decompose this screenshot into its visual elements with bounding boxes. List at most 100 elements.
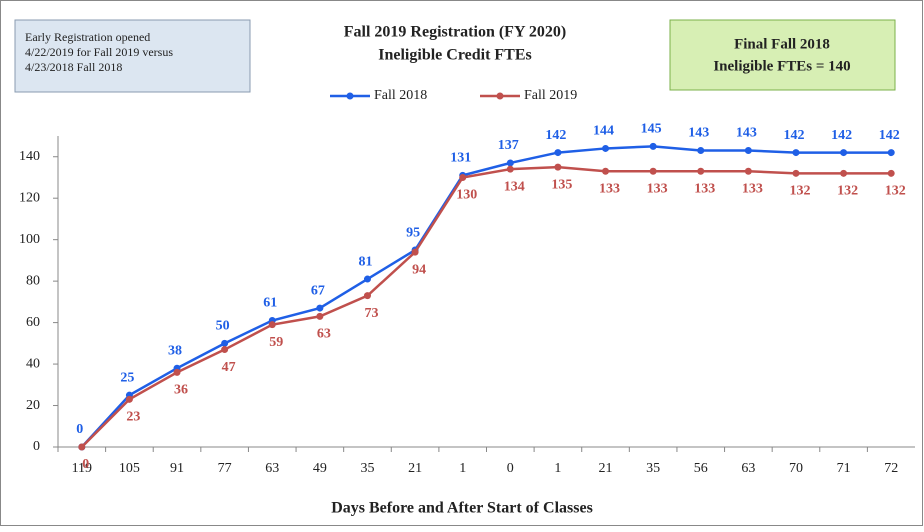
data-label: 143 — [688, 126, 709, 141]
point — [268, 321, 276, 329]
y-tick-label: 140 — [19, 149, 40, 164]
annotation-box — [669, 19, 896, 91]
x-axis-title: Days Before and After Start of Classes — [331, 500, 593, 517]
annotation-box — [14, 19, 251, 93]
data-label: 134 — [504, 179, 525, 194]
data-label: 81 — [358, 254, 372, 269]
data-label: 142 — [545, 128, 566, 143]
data-label: 73 — [364, 306, 378, 321]
x-tick-label: 77 — [218, 461, 232, 476]
chart-title: Ineligible Credit FTEs — [378, 47, 532, 64]
series-line — [80, 165, 892, 448]
y-tick-label: 80 — [26, 273, 40, 288]
point — [649, 142, 657, 150]
data-label: 63 — [317, 327, 331, 342]
point — [697, 167, 705, 175]
x-tick-label: 56 — [694, 461, 708, 476]
data-label: 135 — [551, 177, 572, 192]
data-label: 38 — [168, 343, 182, 358]
data-label: 25 — [120, 370, 134, 385]
point — [459, 173, 467, 181]
data-label: 59 — [269, 335, 283, 350]
data-label: 132 — [885, 184, 906, 199]
x-tick-label: 0 — [507, 461, 514, 476]
annotation: Final Fall 2018 — [734, 36, 830, 52]
x-tick-label: 21 — [408, 461, 422, 476]
data-label: 131 — [450, 151, 471, 166]
x-tick-label: 119 — [72, 461, 92, 476]
x-tick-label: 49 — [313, 461, 327, 476]
x-tick-label: 70 — [789, 461, 803, 476]
annotation: Early Registration opened — [25, 30, 150, 44]
point — [363, 275, 371, 283]
legend-marker — [346, 92, 354, 100]
x-tick-label: 35 — [360, 461, 374, 476]
chart-title: Fall 2019 Registration (FY 2020) — [344, 24, 566, 41]
data-label: 95 — [406, 225, 420, 240]
point — [554, 149, 562, 157]
data-label: 142 — [783, 128, 804, 143]
annotation: Ineligible FTEs = 140 — [713, 58, 850, 74]
point — [221, 346, 229, 354]
data-label: 0 — [76, 422, 83, 437]
point — [506, 159, 514, 167]
y-tick-label: 60 — [26, 315, 40, 330]
point — [840, 149, 848, 157]
annotation: 4/23/2018 Fall 2018 — [25, 60, 122, 74]
point — [792, 149, 800, 157]
data-label: 133 — [742, 181, 763, 196]
point — [697, 147, 705, 155]
x-tick-label: 35 — [646, 461, 660, 476]
point — [840, 169, 848, 177]
data-label: 50 — [216, 319, 230, 334]
data-label: 132 — [789, 184, 810, 199]
y-tick-label: 40 — [26, 356, 40, 371]
point — [363, 292, 371, 300]
y-tick-label: 20 — [26, 398, 40, 413]
point — [173, 368, 181, 376]
annotation: 4/22/2019 for Fall 2019 versus — [25, 45, 173, 59]
data-label: 67 — [311, 283, 325, 298]
point — [887, 169, 895, 177]
point — [602, 144, 610, 152]
data-label: 142 — [831, 128, 852, 143]
data-label: 133 — [694, 181, 715, 196]
data-label: 143 — [736, 126, 757, 141]
data-label: 132 — [837, 184, 858, 199]
x-tick-label: 63 — [741, 461, 755, 476]
data-label: 142 — [879, 128, 900, 143]
data-label: 36 — [174, 383, 188, 398]
point — [78, 443, 86, 451]
data-label: 94 — [412, 262, 426, 277]
point — [602, 167, 610, 175]
point — [506, 165, 514, 173]
data-label: 0 — [82, 457, 89, 472]
data-label: 145 — [641, 122, 662, 137]
x-tick-label: 1 — [459, 461, 466, 476]
x-tick-label: 63 — [265, 461, 279, 476]
data-label: 137 — [498, 138, 519, 153]
point — [554, 163, 562, 171]
data-label: 133 — [599, 181, 620, 196]
x-tick-label: 21 — [599, 461, 613, 476]
point — [744, 167, 752, 175]
point — [316, 312, 324, 320]
point — [887, 149, 895, 157]
data-label: 47 — [222, 360, 236, 375]
point — [411, 248, 419, 256]
legend-label: Fall 2018 — [374, 88, 427, 103]
data-label: 61 — [263, 296, 277, 311]
point — [744, 147, 752, 155]
x-tick-label: 1 — [554, 461, 561, 476]
data-label: 144 — [593, 124, 614, 139]
x-tick-label: 72 — [884, 461, 898, 476]
y-tick-label: 100 — [19, 232, 40, 247]
point — [792, 169, 800, 177]
x-tick-label: 71 — [837, 461, 851, 476]
point — [221, 339, 229, 347]
point — [649, 167, 657, 175]
data-label: 23 — [126, 410, 140, 425]
point — [125, 395, 133, 403]
data-label: 130 — [456, 188, 477, 203]
